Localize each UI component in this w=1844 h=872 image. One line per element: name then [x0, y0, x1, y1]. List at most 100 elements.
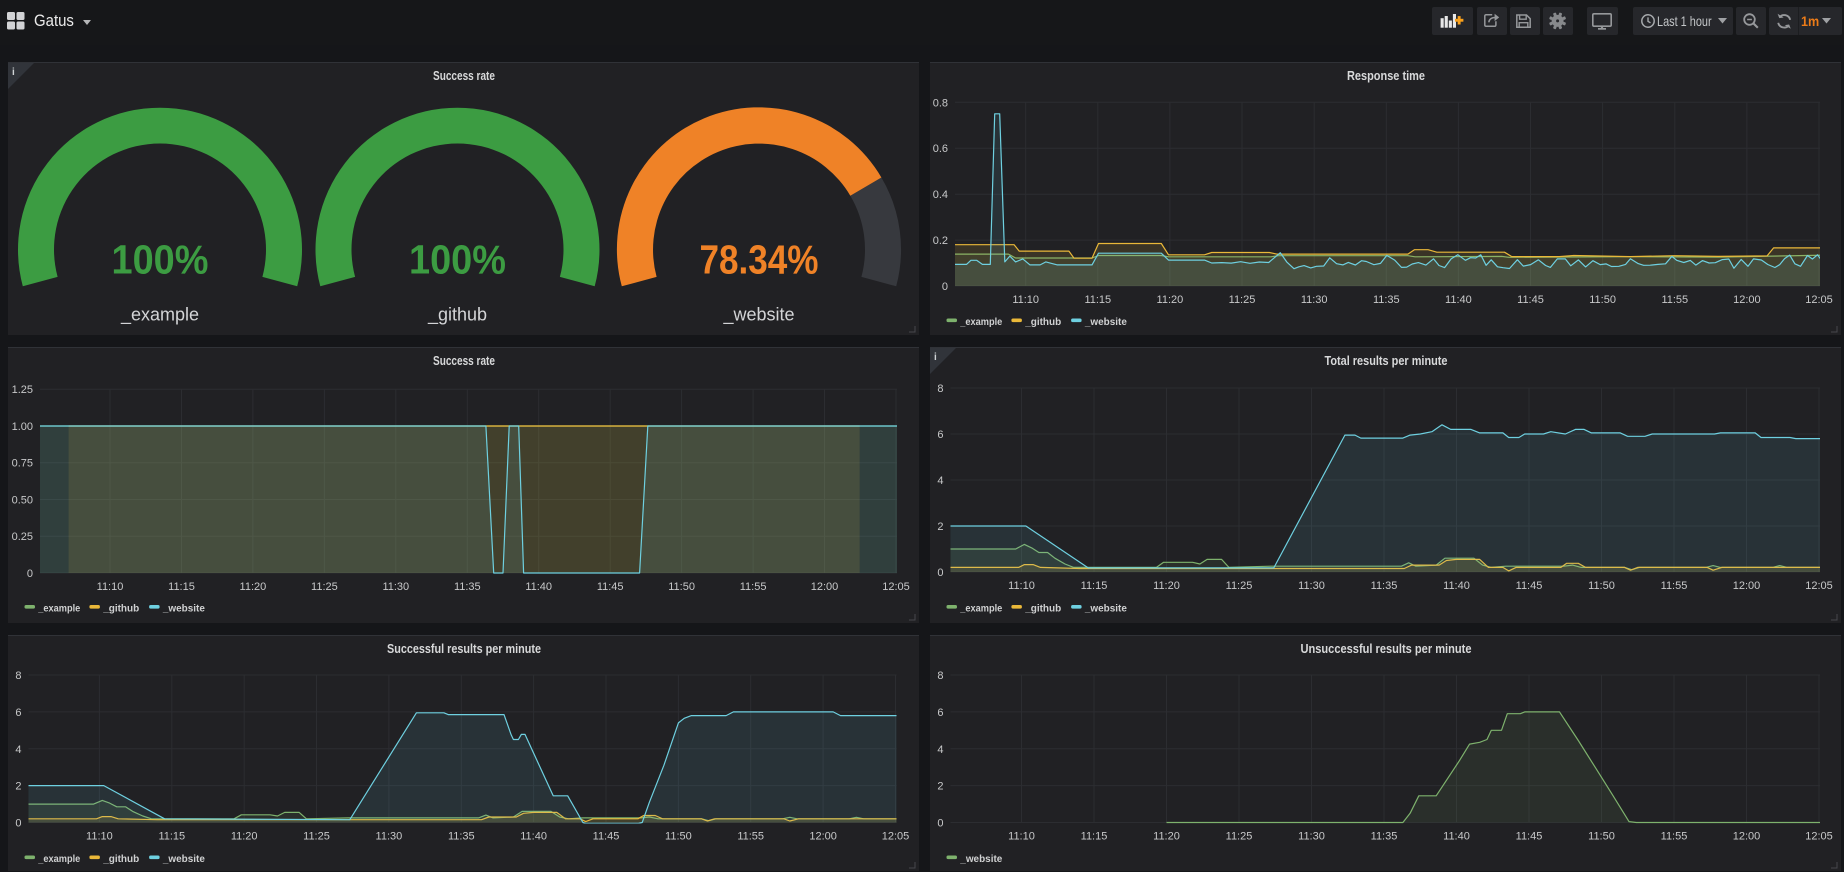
svg-text:11:35: 11:35 [1371, 831, 1398, 843]
svg-text:11:30: 11:30 [1298, 580, 1325, 592]
svg-text:_example: _example [959, 603, 1002, 615]
svg-text:_example: _example [37, 853, 80, 865]
svg-text:12:00: 12:00 [1733, 294, 1761, 306]
svg-text:11:35: 11:35 [448, 831, 475, 843]
svg-text:0: 0 [15, 818, 21, 830]
svg-text:_website: _website [1084, 603, 1127, 615]
svg-text:11:55: 11:55 [740, 581, 767, 593]
svg-text:0.25: 0.25 [12, 531, 33, 543]
svg-text:12:00: 12:00 [1733, 831, 1761, 843]
svg-text:0: 0 [937, 818, 943, 830]
svg-text:0: 0 [27, 568, 33, 580]
svg-text:11:30: 11:30 [1298, 831, 1325, 843]
svg-text:Total results per minute: Total results per minute [1325, 353, 1448, 368]
svg-text:11:40: 11:40 [1443, 831, 1470, 843]
svg-text:11:35: 11:35 [1373, 294, 1400, 306]
svg-text:0.50: 0.50 [12, 495, 33, 507]
svg-text:12:05: 12:05 [882, 581, 910, 593]
svg-text:11:40: 11:40 [520, 831, 547, 843]
svg-text:Success rate: Success rate [433, 68, 495, 83]
svg-text:8: 8 [937, 670, 943, 682]
svg-text:11:55: 11:55 [1661, 294, 1688, 306]
svg-text:_example: _example [959, 316, 1002, 328]
svg-text:12:05: 12:05 [1805, 294, 1833, 306]
svg-text:2: 2 [937, 521, 943, 533]
svg-text:i: i [934, 352, 937, 363]
svg-text:Success rate: Success rate [433, 353, 495, 368]
svg-text:11:10: 11:10 [1008, 580, 1035, 592]
svg-text:11:15: 11:15 [1081, 580, 1108, 592]
svg-text:12:00: 12:00 [1733, 580, 1761, 592]
svg-text:_example: _example [120, 305, 199, 326]
svg-text:11:45: 11:45 [597, 581, 624, 593]
svg-text:0.2: 0.2 [933, 235, 948, 247]
svg-text:11:40: 11:40 [525, 581, 552, 593]
svg-text:1.25: 1.25 [12, 384, 33, 396]
svg-text:11:55: 11:55 [1661, 580, 1688, 592]
svg-text:11:45: 11:45 [1516, 580, 1543, 592]
svg-text:11:25: 11:25 [303, 831, 330, 843]
svg-text:11:15: 11:15 [158, 831, 185, 843]
svg-text:1.00: 1.00 [12, 421, 33, 433]
svg-text:Response time: Response time [1347, 68, 1425, 83]
svg-text:_website: _website [722, 305, 794, 326]
svg-text:11:40: 11:40 [1443, 580, 1470, 592]
svg-text:Unsuccessful results per minut: Unsuccessful results per minute [1301, 641, 1472, 656]
svg-text:8: 8 [15, 670, 21, 682]
svg-text:2: 2 [937, 781, 943, 793]
svg-text:11:50: 11:50 [665, 831, 692, 843]
svg-text:0: 0 [937, 567, 943, 579]
svg-text:11:30: 11:30 [382, 581, 409, 593]
svg-text:11:25: 11:25 [1226, 580, 1253, 592]
svg-text:11:10: 11:10 [1008, 831, 1035, 843]
svg-text:Successful results per minute: Successful results per minute [387, 641, 541, 656]
svg-text:11:15: 11:15 [1081, 831, 1108, 843]
svg-text:11:55: 11:55 [737, 831, 764, 843]
svg-text:_website: _website [959, 853, 1002, 865]
svg-text:i: i [12, 67, 15, 78]
svg-text:11:15: 11:15 [1084, 294, 1111, 306]
svg-text:0: 0 [942, 281, 948, 293]
svg-text:0.4: 0.4 [933, 189, 948, 201]
svg-text:11:10: 11:10 [86, 831, 113, 843]
svg-text:11:20: 11:20 [231, 831, 258, 843]
svg-text:12:00: 12:00 [811, 581, 839, 593]
svg-text:11:20: 11:20 [1157, 294, 1184, 306]
svg-text:_github: _github [102, 603, 139, 615]
svg-text:11:15: 11:15 [168, 581, 195, 593]
svg-text:11:50: 11:50 [1588, 580, 1615, 592]
svg-text:11:25: 11:25 [1229, 294, 1256, 306]
svg-text:11:55: 11:55 [1661, 831, 1688, 843]
svg-text:11:10: 11:10 [1012, 294, 1039, 306]
svg-text:8: 8 [937, 383, 943, 395]
svg-text:11:50: 11:50 [1589, 294, 1616, 306]
svg-text:6: 6 [937, 429, 943, 441]
svg-text:11:20: 11:20 [240, 581, 267, 593]
svg-text:11:35: 11:35 [454, 581, 481, 593]
svg-text:_github: _github [1024, 603, 1061, 615]
svg-text:0.8: 0.8 [933, 97, 948, 109]
svg-text:100%: 100% [409, 237, 506, 283]
svg-text:11:10: 11:10 [97, 581, 124, 593]
svg-text:11:25: 11:25 [311, 581, 338, 593]
svg-text:4: 4 [937, 744, 943, 756]
svg-text:_github: _github [1024, 316, 1061, 328]
svg-text:_github: _github [427, 305, 487, 326]
svg-text:11:20: 11:20 [1153, 580, 1180, 592]
svg-text:11:30: 11:30 [1301, 294, 1328, 306]
svg-text:0.75: 0.75 [12, 458, 33, 470]
svg-text:11:45: 11:45 [1516, 831, 1543, 843]
svg-text:100%: 100% [112, 237, 209, 283]
svg-text:_example: _example [37, 603, 80, 615]
svg-text:11:40: 11:40 [1445, 294, 1472, 306]
svg-text:_website: _website [1084, 316, 1127, 328]
svg-text:11:45: 11:45 [1517, 294, 1544, 306]
svg-text:11:50: 11:50 [668, 581, 695, 593]
svg-text:11:30: 11:30 [376, 831, 403, 843]
svg-text:12:05: 12:05 [1805, 831, 1833, 843]
svg-text:0.6: 0.6 [933, 143, 948, 155]
svg-text:2: 2 [15, 781, 21, 793]
svg-text:12:05: 12:05 [1805, 580, 1833, 592]
svg-text:6: 6 [937, 707, 943, 719]
svg-text:4: 4 [15, 744, 21, 756]
